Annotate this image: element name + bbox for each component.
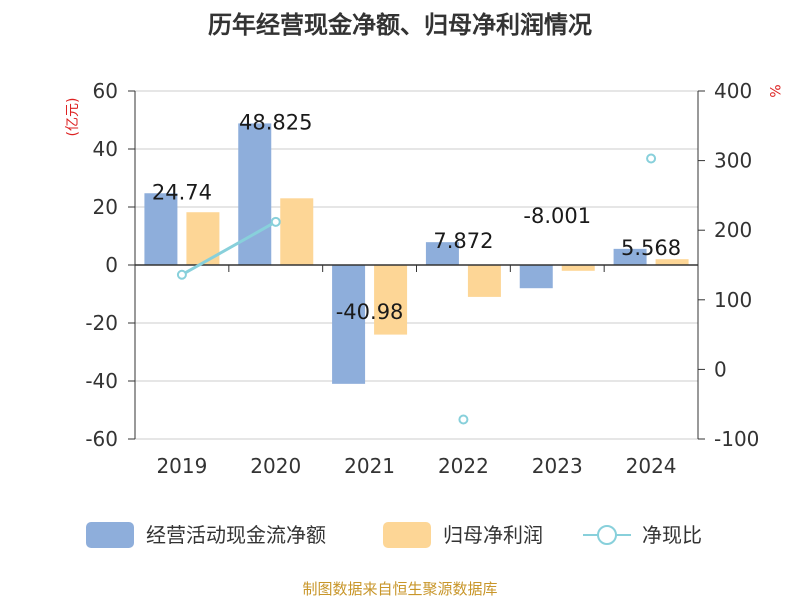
left-axis-tick-label: 20 [93, 195, 118, 219]
right-axis-unit: % [766, 84, 782, 97]
legend-swatch-netprofit[interactable] [383, 522, 431, 548]
ratio-point [176, 269, 187, 280]
ratio-point [646, 153, 657, 164]
legend-label-ratio[interactable]: 净现比 [642, 523, 702, 547]
legend-swatch-ratio-marker[interactable] [597, 525, 617, 545]
chart-title: 历年经营现金净额、归母净利润情况 [208, 11, 592, 39]
ratio-line-segment [181, 220, 277, 277]
cashflow-value-label: 24.74 [152, 180, 212, 204]
x-axis-tick-label: 2019 [156, 454, 207, 478]
cashflow-bar [332, 265, 366, 384]
right-axis-tick-label: 400 [714, 79, 752, 103]
x-axis-tick-labels: 2019 2020 2021 2022 2023 2024 [156, 454, 676, 478]
bars [144, 123, 689, 384]
axes [134, 91, 699, 439]
ratio-point [270, 216, 281, 227]
cashflow-value-label: 5.568 [621, 236, 681, 260]
right-axis-tick-labels: 400 300 200 100 0 -100 [698, 79, 759, 451]
cashflow-value-label: -8.001 [523, 204, 591, 228]
cashflow-value-label: -40.98 [336, 300, 404, 324]
cashflow-bar [144, 193, 178, 265]
x-axis-tick-label: 2022 [438, 454, 489, 478]
netprofit-bar [467, 265, 501, 297]
cashflow-bar [425, 242, 459, 265]
left-axis-tick-label: 40 [93, 137, 118, 161]
ratio-line [176, 153, 657, 425]
netprofit-bar [655, 259, 689, 265]
right-axis-tick-label: 100 [714, 288, 752, 312]
x-axis-tick-label: 2023 [532, 454, 583, 478]
cashflow-bar [238, 123, 272, 265]
x-axis-tick-label: 2020 [250, 454, 301, 478]
x-axis-tick-label: 2024 [626, 454, 677, 478]
gridlines [135, 90, 698, 440]
left-axis-tick-label: -20 [85, 311, 118, 335]
left-axis-tick-label: 0 [105, 253, 118, 277]
left-axis-tick-label: -40 [85, 369, 118, 393]
bar-value-labels: 24.74 48.825 -40.98 7.872 -8.001 5.568 [152, 110, 681, 323]
left-axis-unit: (亿元) [65, 98, 81, 137]
legend-label-cashflow[interactable]: 经营活动现金流净额 [146, 523, 326, 547]
legend: 经营活动现金流净额 归母净利润 净现比 [86, 522, 702, 548]
right-axis-tick-label: 0 [714, 357, 727, 381]
netprofit-bar [374, 265, 408, 335]
right-axis-tick-label: 300 [714, 149, 752, 173]
netprofit-bar [280, 198, 314, 265]
ratio-point [458, 414, 469, 425]
left-axis-tick-label: 60 [93, 79, 118, 103]
source-note: 制图数据来自恒生聚源数据库 [302, 580, 497, 598]
legend-label-netprofit[interactable]: 归母净利润 [443, 523, 543, 547]
cashflow-value-label: 48.825 [239, 110, 312, 134]
x-axis-tick-label: 2021 [344, 454, 395, 478]
right-axis-tick-label: -100 [714, 427, 759, 451]
cashflow-bar [519, 265, 553, 289]
cashflow-bar [613, 248, 647, 265]
netprofit-bar [561, 265, 595, 271]
cashflow-value-label: 7.872 [433, 229, 493, 253]
legend-swatch-cashflow[interactable] [86, 522, 134, 548]
right-axis-tick-label: 200 [714, 218, 752, 242]
left-axis-tick-labels: 60 40 20 0 -20 -40 -60 [85, 79, 135, 451]
left-axis-tick-label: -60 [85, 427, 118, 451]
